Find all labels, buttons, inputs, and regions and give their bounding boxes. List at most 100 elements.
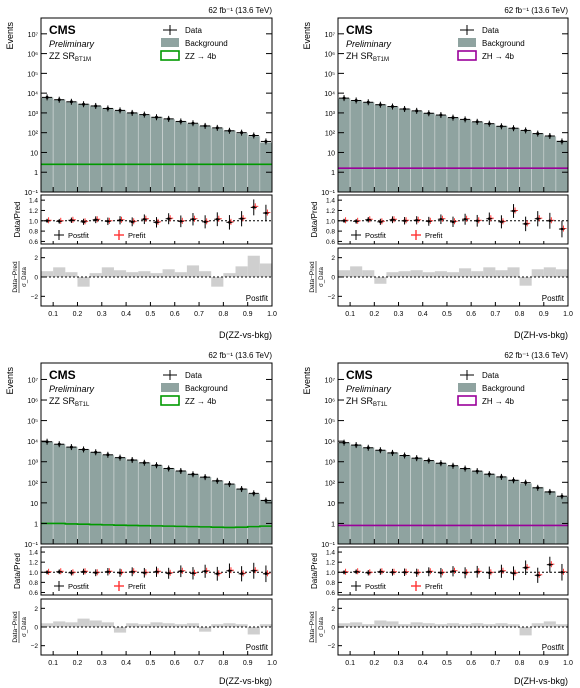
legend-prefit-label: Prefit [128, 231, 146, 240]
x-tick-label: 1.0 [267, 660, 277, 667]
data-point [544, 132, 555, 139]
x-tick-label: 0.6 [170, 311, 180, 318]
legend-signal-label: ZZ → 4b [185, 52, 217, 61]
background-bar [337, 97, 351, 193]
background-bar [519, 483, 532, 545]
pull-bar [89, 620, 102, 627]
postfit-point [425, 216, 432, 226]
data-point [387, 449, 398, 456]
background-bar [410, 110, 424, 193]
postfit-point [389, 216, 396, 224]
background-bar [398, 108, 411, 193]
postfit-point [104, 568, 111, 576]
background-bar [150, 465, 163, 545]
ratio-frame [40, 546, 273, 596]
postfit-point [68, 217, 75, 223]
y-axis-label: Events [302, 22, 312, 50]
y-tick-label: 10⁶ [27, 52, 38, 59]
pull-bar [531, 623, 544, 627]
data-point [387, 103, 398, 110]
status-label: Preliminary [346, 384, 392, 394]
pull-bar [374, 620, 387, 627]
pull-pad: −2 0 2 Data−Pred σ_Data Postfit [309, 598, 569, 656]
x-tick-label: 0.3 [394, 311, 404, 318]
postfit-point [510, 566, 517, 581]
y-tick-label: 1 [34, 170, 38, 177]
background-bar [186, 123, 200, 193]
postfit-point [68, 570, 75, 576]
legend-background-swatch [458, 38, 476, 47]
background-bar [543, 491, 557, 545]
legend-background-label: Background [482, 384, 525, 393]
postfit-point [377, 568, 384, 575]
y-tick-label: 10⁶ [27, 398, 38, 405]
pull-tick-label: 0 [331, 625, 335, 632]
background-bar [77, 449, 90, 545]
data-point [532, 130, 543, 137]
data-point [484, 120, 495, 127]
pull-bar [65, 272, 78, 277]
ratio-tick-label: 1.2 [326, 208, 335, 215]
pull-y-label-numerator: Data−Pred [309, 261, 316, 293]
x-tick-label: 0.8 [219, 660, 229, 667]
y-axis-label: Events [5, 367, 15, 395]
postfit-point [474, 214, 481, 227]
pull-tick-label: −2 [31, 294, 39, 301]
legend-postfit-label: Postfit [365, 231, 387, 240]
y-tick-label: 10⁷ [325, 32, 336, 39]
pull-y-label-denominator: σ_Data [319, 266, 325, 286]
legend-signal-swatch [160, 50, 180, 61]
data-point [127, 109, 138, 116]
status-label: Preliminary [346, 39, 392, 49]
background-bar [434, 114, 448, 193]
region-sublabel: BT1M [75, 57, 91, 63]
data-point [472, 468, 483, 475]
postfit-point [534, 567, 541, 583]
pull-bar [235, 624, 248, 627]
data-point [90, 449, 101, 456]
legend: Data Background ZH → 4b [457, 370, 525, 406]
main-frame [40, 362, 273, 545]
x-tick-label: 0.4 [121, 660, 131, 667]
pull-bar [211, 624, 224, 627]
background-bar [386, 106, 399, 193]
background-bar [446, 117, 460, 193]
main-frame [337, 362, 569, 545]
lumi-label: 62 fb⁻¹ (13.6 TeV) [504, 351, 568, 360]
region-label: ZH SRBT1M [346, 51, 389, 63]
pull-tick-label: −2 [328, 643, 336, 650]
postfit-point [214, 566, 221, 581]
background-bar [101, 454, 115, 545]
data-point [351, 97, 362, 104]
x-axis-label: D(ZH-vs-bkg) [514, 330, 568, 340]
postfit-point [474, 565, 481, 578]
x-tick-label: 0.8 [515, 311, 525, 318]
pull-bar [77, 618, 90, 627]
data-point [460, 465, 471, 472]
pull-bar [223, 273, 236, 277]
y-tick-label: 10³ [325, 460, 336, 467]
x-tick-label: 0.6 [170, 660, 180, 667]
data-point [447, 462, 459, 469]
data-point [42, 438, 53, 445]
pull-bar [101, 622, 114, 627]
y-tick-label: 10⁴ [27, 91, 38, 98]
pull-bar [199, 271, 212, 277]
legend-data-label: Data [482, 371, 499, 380]
ratio-frame [40, 194, 273, 245]
background-bar [174, 470, 188, 545]
main-pad: 10⁻¹ 1 10 10² 10³ 10⁴ 10⁵ 10⁶ 10⁷ Events CMS Prelim… [5, 17, 273, 197]
ratio-y-label: Data/Pred [13, 553, 22, 589]
postfit-point [377, 218, 384, 225]
pull-bar [434, 271, 447, 277]
legend: Data Background ZZ → 4b [160, 370, 228, 406]
data-point [472, 118, 483, 125]
postfit-point [401, 217, 408, 225]
data-point [102, 451, 113, 458]
data-point [508, 125, 519, 132]
postfit-point [558, 563, 565, 581]
postfit-point [450, 566, 456, 577]
experiment-label: CMS [346, 368, 373, 382]
data-point [200, 122, 211, 129]
postfit-point [92, 216, 99, 224]
